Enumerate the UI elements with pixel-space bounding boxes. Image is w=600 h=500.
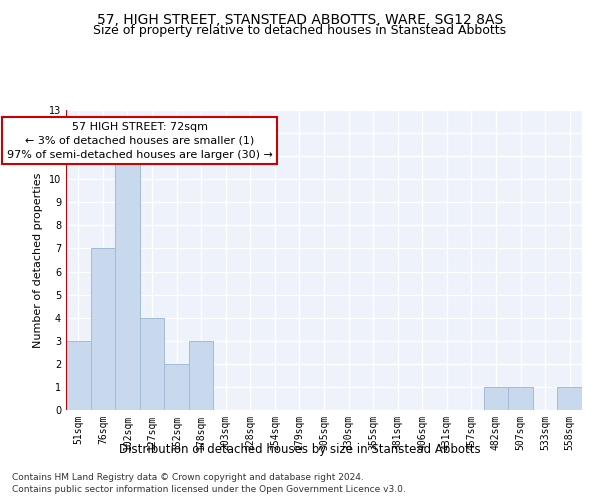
Text: 57, HIGH STREET, STANSTEAD ABBOTTS, WARE, SG12 8AS: 57, HIGH STREET, STANSTEAD ABBOTTS, WARE…	[97, 12, 503, 26]
Text: Contains public sector information licensed under the Open Government Licence v3: Contains public sector information licen…	[12, 485, 406, 494]
Bar	[91, 248, 115, 410]
Bar	[164, 364, 189, 410]
Text: Distribution of detached houses by size in Stanstead Abbotts: Distribution of detached houses by size …	[119, 442, 481, 456]
Bar	[508, 387, 533, 410]
Y-axis label: Number of detached properties: Number of detached properties	[33, 172, 43, 348]
Text: Contains HM Land Registry data © Crown copyright and database right 2024.: Contains HM Land Registry data © Crown c…	[12, 472, 364, 482]
Bar	[484, 387, 508, 410]
Bar	[115, 156, 140, 410]
Text: 57 HIGH STREET: 72sqm
← 3% of detached houses are smaller (1)
97% of semi-detach: 57 HIGH STREET: 72sqm ← 3% of detached h…	[7, 122, 272, 160]
Bar	[66, 341, 91, 410]
Bar	[557, 387, 582, 410]
Text: Size of property relative to detached houses in Stanstead Abbotts: Size of property relative to detached ho…	[94, 24, 506, 37]
Bar	[140, 318, 164, 410]
Bar	[189, 341, 214, 410]
